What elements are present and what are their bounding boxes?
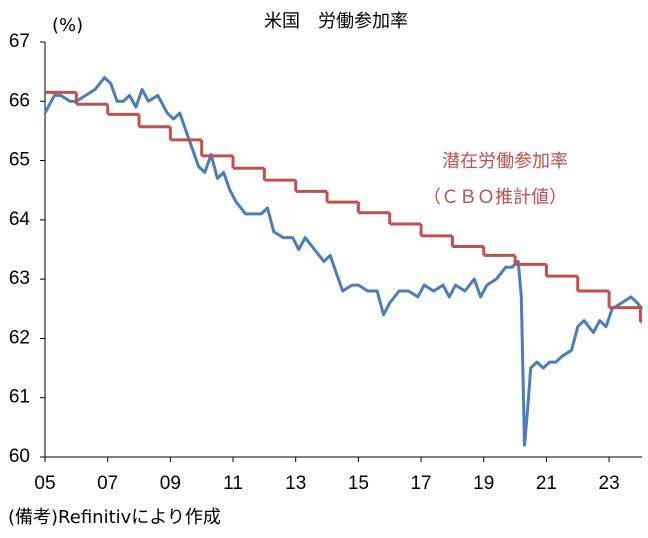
x-tick-label: 19	[473, 473, 494, 494]
x-tick-label: 21	[536, 473, 557, 494]
y-tick-label: 65	[9, 150, 30, 171]
annotation: （ＣＢＯ推計値）	[423, 187, 567, 208]
x-tick-label: 15	[348, 473, 369, 494]
y-tick-label: 66	[9, 90, 30, 111]
x-tick-label: 11	[223, 473, 243, 494]
x-tick-label: 05	[34, 473, 55, 494]
y-tick-label: 60	[9, 446, 30, 467]
y-tick-label: 67	[9, 31, 30, 52]
x-tick-label: 09	[160, 473, 181, 494]
y-tick-label: 63	[9, 268, 30, 289]
series-label: 潜在労働参加率	[442, 151, 568, 172]
y-tick-label: 62	[9, 327, 30, 348]
y-axis-label: (%)	[52, 15, 83, 36]
x-tick-label: 07	[97, 473, 118, 494]
x-tick-label: 13	[285, 473, 306, 494]
x-tick-label: 23	[599, 473, 620, 494]
chart-title: 米国 労働参加率	[264, 11, 408, 32]
source-note: (備考)Refinitivにより作成	[8, 507, 221, 528]
y-tick-label: 64	[9, 209, 31, 230]
x-tick-label: 17	[410, 473, 431, 494]
y-tick-label: 61	[9, 387, 30, 408]
data-line	[43, 76, 644, 447]
